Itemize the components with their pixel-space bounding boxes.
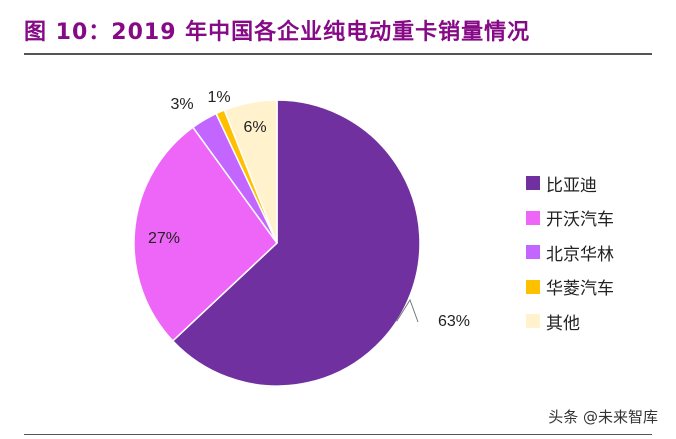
legend-label: 其他: [546, 313, 580, 334]
legend-item: 其他: [526, 304, 614, 339]
data-label-2: 3%: [170, 96, 193, 113]
legend-swatch: [526, 314, 540, 329]
chart-title: 图 10：2019 年中国各企业纯电动重卡销量情况: [24, 20, 531, 45]
data-label-4: 6%: [243, 119, 266, 136]
legend-label: 华菱汽车: [546, 279, 614, 300]
data-label-1: 27%: [148, 230, 180, 247]
legend-item: 开沃汽车: [526, 201, 614, 236]
pie-slice-4: [223, 99, 278, 244]
leader-line: [396, 298, 419, 323]
data-label-0: 63%: [438, 313, 470, 330]
legend-swatch: [526, 279, 540, 294]
legend-label: 北京华林: [546, 244, 614, 265]
legend-item: 比亚迪: [526, 166, 614, 201]
legend-label: 开沃汽车: [546, 210, 614, 231]
bottom-divider: [24, 434, 652, 435]
top-divider: [24, 53, 652, 55]
legend-label: 比亚迪: [546, 175, 597, 196]
data-label-3: 1%: [207, 89, 230, 106]
pie-slice-1: [133, 126, 278, 342]
legend-swatch: [526, 210, 540, 225]
legend-item: 华菱汽车: [526, 270, 614, 305]
legend-swatch: [526, 245, 540, 260]
pie-slice-0: [171, 99, 421, 387]
legend-item: 北京华林: [526, 235, 614, 270]
legend-swatch: [526, 176, 540, 191]
legend: 比亚迪开沃汽车北京华林华菱汽车其他: [526, 166, 614, 339]
watermark: 头条 @未来智库: [548, 408, 658, 426]
